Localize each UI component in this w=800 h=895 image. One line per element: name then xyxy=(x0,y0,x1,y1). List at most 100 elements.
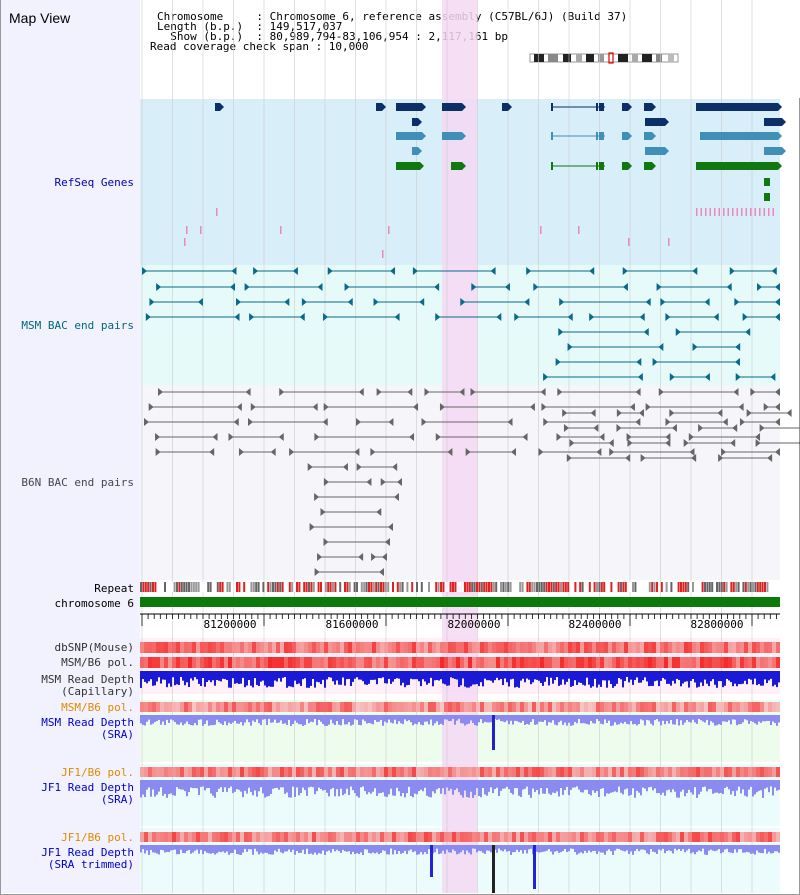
bac-end-marker xyxy=(388,523,393,531)
track-label-msm-sra-1[interactable]: MSM Read Depth xyxy=(41,716,134,729)
heat-cell xyxy=(424,657,428,668)
repeat-segment xyxy=(622,582,625,592)
track-label-msm-pol[interactable]: MSM/B6 pol. xyxy=(61,656,134,669)
heat-cell xyxy=(680,657,684,668)
heat-cell xyxy=(692,767,696,777)
bac-end-marker xyxy=(763,403,769,411)
depth-bar xyxy=(226,715,228,726)
depth-bar xyxy=(512,845,514,853)
depth-bar xyxy=(272,671,274,687)
depth-bar xyxy=(576,671,578,685)
depth-bar xyxy=(454,715,456,725)
depth-bar xyxy=(626,715,628,724)
depth-bar xyxy=(232,780,234,794)
heat-cell xyxy=(260,657,264,668)
depth-bar xyxy=(158,845,160,855)
repeat-segment xyxy=(461,582,464,592)
chromosome-ideogram[interactable] xyxy=(528,52,682,64)
track-label-jf1-pol[interactable]: JF1/B6 pol. xyxy=(61,766,134,779)
heat-cell xyxy=(648,702,652,712)
track-label-msm-capillary-1[interactable]: MSM Read Depth xyxy=(41,673,134,686)
heat-cell xyxy=(384,832,388,842)
bac-end-marker xyxy=(155,433,161,441)
heat-cell xyxy=(676,657,680,668)
heat-cell xyxy=(680,702,684,712)
heat-cell xyxy=(312,657,316,668)
depth-bar xyxy=(160,715,162,725)
gene-strand-arrow xyxy=(778,103,782,111)
heat-cell xyxy=(164,657,168,668)
heat-cell xyxy=(520,657,524,668)
track-label-msm-pol-2[interactable]: MSM/B6 pol. xyxy=(61,701,134,714)
heat-cell xyxy=(388,702,392,712)
depth-bar xyxy=(576,780,578,787)
heat-cell xyxy=(544,767,548,777)
heat-cell xyxy=(616,832,620,842)
bac-end-marker xyxy=(735,373,741,381)
depth-bar xyxy=(644,671,646,678)
depth-bar xyxy=(648,780,650,788)
heat-cell xyxy=(608,702,612,712)
depth-bar xyxy=(382,671,384,678)
depth-bar xyxy=(756,780,758,793)
depth-bar xyxy=(778,715,780,723)
depth-bar xyxy=(616,845,618,849)
depth-bar xyxy=(524,715,526,725)
bac-end-marker xyxy=(775,313,780,321)
heat-cell xyxy=(528,767,532,777)
track-label-jf1-sra-1[interactable]: JF1 Read Depth xyxy=(41,781,134,794)
repeat-segment xyxy=(677,582,680,592)
depth-bar xyxy=(312,671,314,680)
depth-bar xyxy=(252,845,254,855)
depth-bar xyxy=(140,780,142,798)
depth-bar xyxy=(768,780,770,793)
track-label-jf1-pol-2[interactable]: JF1/B6 pol. xyxy=(61,831,134,844)
depth-bar xyxy=(176,715,178,725)
heat-cell xyxy=(228,767,232,777)
track-label-msm-bac[interactable]: MSM BAC end pairs xyxy=(21,319,134,332)
track-label-chromosome[interactable]: chromosome 6 xyxy=(54,597,134,610)
depth-bar xyxy=(240,671,242,684)
track-label-jf1-trimmed-1[interactable]: JF1 Read Depth xyxy=(41,846,134,859)
heat-cell xyxy=(676,642,680,653)
depth-bar xyxy=(694,671,696,683)
depth-bar xyxy=(398,780,400,792)
track-label-repeat[interactable]: Repeat xyxy=(94,582,134,595)
repeat-segment xyxy=(154,582,157,592)
bac-end-marker xyxy=(314,433,320,441)
depth-bar xyxy=(518,845,520,852)
repeat-segment xyxy=(593,582,596,592)
selected-region-highlight[interactable] xyxy=(442,0,477,893)
track-label-b6n-bac[interactable]: B6N BAC end pairs xyxy=(21,476,134,489)
depth-bar xyxy=(218,845,220,852)
depth-bar xyxy=(462,671,464,679)
track-label-dbsnp[interactable]: dbSNP(Mouse) xyxy=(54,641,134,654)
depth-bar xyxy=(552,845,554,855)
bac-end-marker xyxy=(301,298,307,306)
heat-cell xyxy=(632,642,636,653)
heat-cell xyxy=(528,657,532,668)
bac-end-marker xyxy=(392,463,398,471)
depth-bar xyxy=(622,715,624,724)
bac-end-marker xyxy=(356,463,362,471)
depth-bar xyxy=(582,671,584,685)
bac-end-marker xyxy=(689,448,695,456)
depth-bar xyxy=(704,715,706,723)
depth-bar xyxy=(422,845,424,855)
track-label-refseq[interactable]: RefSeq Genes xyxy=(54,176,134,189)
depth-bar xyxy=(430,780,432,798)
depth-bar xyxy=(248,780,250,788)
heat-cell xyxy=(316,767,320,777)
heat-cell xyxy=(704,657,708,668)
bac-end-marker xyxy=(279,388,285,396)
heat-cell xyxy=(456,832,460,842)
bac-end-marker xyxy=(746,409,752,417)
depth-bar xyxy=(292,780,294,787)
heat-cell xyxy=(304,642,308,653)
depth-bar xyxy=(434,780,436,794)
heat-cell xyxy=(152,702,156,712)
heat-cell xyxy=(464,702,468,712)
depth-bar xyxy=(164,845,166,853)
depth-bar xyxy=(208,780,210,788)
